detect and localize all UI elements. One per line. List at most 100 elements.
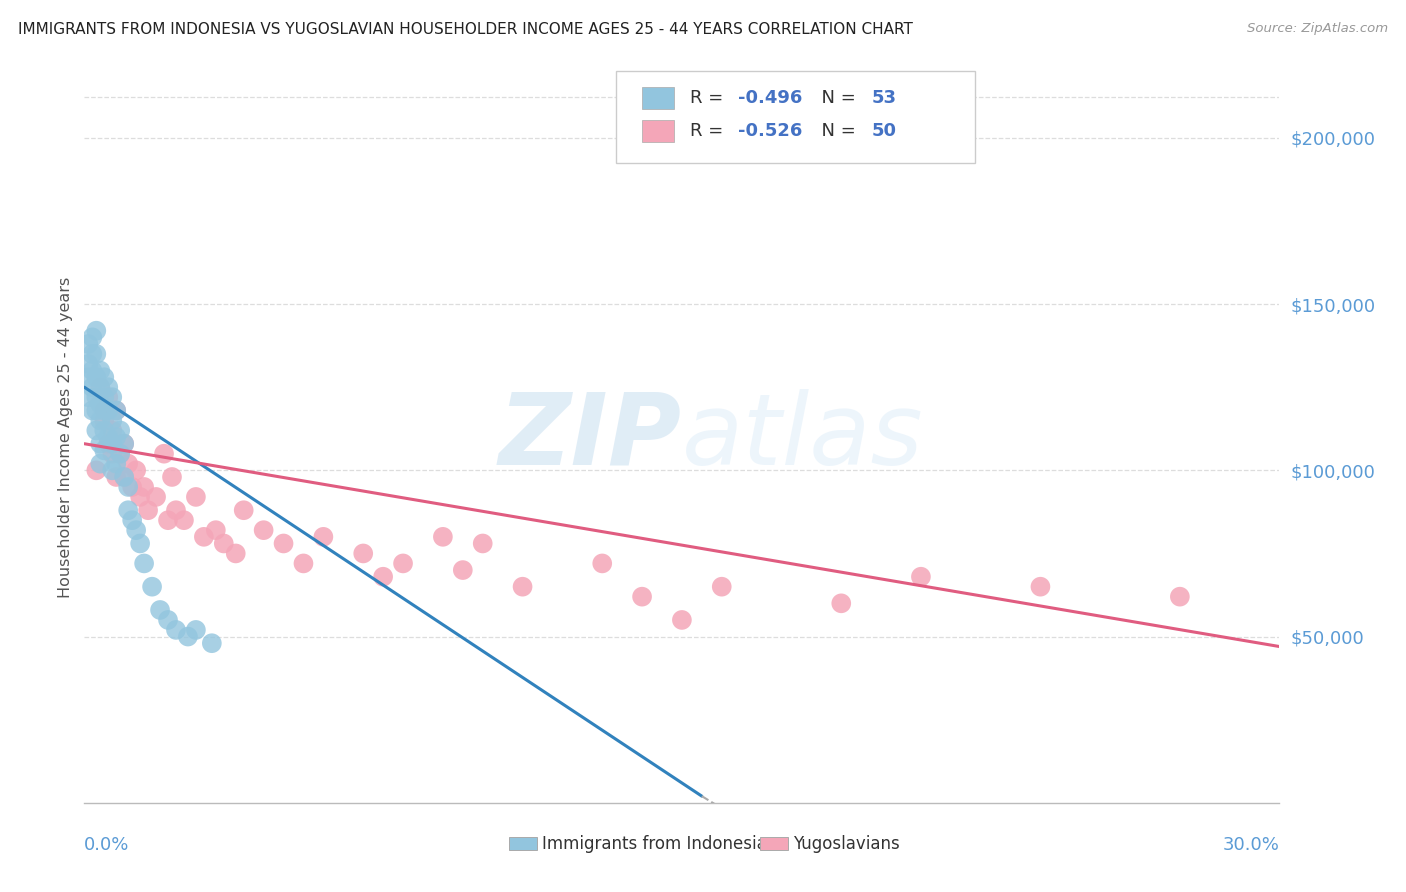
Point: [373, 570, 395, 584]
Point: [89, 413, 111, 427]
Point: [225, 546, 247, 560]
FancyBboxPatch shape: [509, 838, 537, 850]
Point: [710, 580, 733, 594]
Point: [77, 370, 100, 384]
Point: [112, 470, 135, 484]
Text: N =: N =: [810, 89, 862, 107]
Point: [121, 513, 143, 527]
Point: [184, 490, 207, 504]
Point: [157, 513, 180, 527]
Point: [89, 380, 111, 394]
Text: ZIP: ZIP: [499, 389, 682, 485]
Point: [97, 436, 120, 450]
Point: [232, 503, 254, 517]
Text: 30.0%: 30.0%: [1223, 836, 1279, 854]
Point: [212, 536, 235, 550]
Point: [93, 370, 115, 384]
Point: [110, 424, 132, 438]
Point: [86, 390, 108, 404]
Point: [105, 403, 128, 417]
Text: Source: ZipAtlas.com: Source: ZipAtlas.com: [1247, 22, 1388, 36]
Point: [105, 430, 128, 444]
Point: [292, 557, 315, 571]
Point: [89, 380, 111, 394]
Point: [392, 557, 415, 571]
Point: [184, 623, 207, 637]
FancyBboxPatch shape: [616, 71, 974, 163]
Point: [136, 503, 159, 517]
Point: [86, 347, 108, 361]
Point: [451, 563, 474, 577]
Point: [153, 447, 176, 461]
Point: [205, 523, 228, 537]
Text: Immigrants from Indonesia: Immigrants from Indonesia: [543, 835, 766, 853]
Point: [177, 630, 200, 644]
Point: [352, 546, 374, 560]
FancyBboxPatch shape: [759, 838, 787, 850]
Point: [89, 457, 111, 471]
Point: [86, 324, 108, 338]
Point: [273, 536, 295, 550]
Point: [97, 380, 120, 394]
Point: [193, 530, 215, 544]
Point: [512, 580, 534, 594]
Point: [86, 424, 108, 438]
Point: [89, 436, 111, 450]
Point: [112, 470, 135, 484]
Point: [86, 403, 108, 417]
Point: [145, 490, 167, 504]
Point: [101, 436, 124, 450]
Point: [125, 463, 148, 477]
Point: [201, 636, 224, 650]
Point: [97, 403, 120, 417]
Point: [93, 443, 115, 458]
Point: [910, 570, 932, 584]
Text: R =: R =: [690, 122, 730, 140]
Point: [112, 436, 135, 450]
Point: [105, 457, 128, 471]
Text: -0.526: -0.526: [738, 122, 803, 140]
Point: [1168, 590, 1191, 604]
Text: R =: R =: [690, 89, 730, 107]
Y-axis label: Householder Income Ages 25 - 44 years: Householder Income Ages 25 - 44 years: [58, 277, 73, 598]
Point: [117, 480, 139, 494]
Point: [101, 413, 124, 427]
Point: [101, 390, 124, 404]
Point: [89, 363, 111, 377]
Text: atlas: atlas: [682, 389, 924, 485]
Point: [117, 457, 139, 471]
Point: [97, 390, 120, 404]
Point: [173, 513, 195, 527]
Point: [471, 536, 494, 550]
Point: [157, 613, 180, 627]
Point: [77, 337, 100, 351]
Point: [121, 480, 143, 494]
Point: [101, 424, 124, 438]
Point: [129, 536, 152, 550]
Point: [93, 424, 115, 438]
Point: [77, 390, 100, 404]
Point: [93, 413, 115, 427]
Text: 50: 50: [872, 122, 897, 140]
Point: [82, 380, 104, 394]
Point: [631, 590, 654, 604]
Point: [149, 603, 172, 617]
Point: [89, 397, 111, 411]
Point: [117, 503, 139, 517]
Point: [86, 370, 108, 384]
Point: [105, 403, 128, 417]
Point: [432, 530, 454, 544]
Point: [82, 330, 104, 344]
Point: [671, 613, 693, 627]
Point: [165, 623, 187, 637]
Point: [93, 403, 115, 417]
FancyBboxPatch shape: [643, 120, 673, 143]
Point: [110, 447, 132, 461]
Point: [1029, 580, 1052, 594]
Point: [93, 403, 115, 417]
Point: [93, 390, 115, 404]
Point: [82, 347, 104, 361]
Point: [110, 447, 132, 461]
Text: Yugoslavians: Yugoslavians: [793, 835, 900, 853]
Point: [165, 503, 187, 517]
